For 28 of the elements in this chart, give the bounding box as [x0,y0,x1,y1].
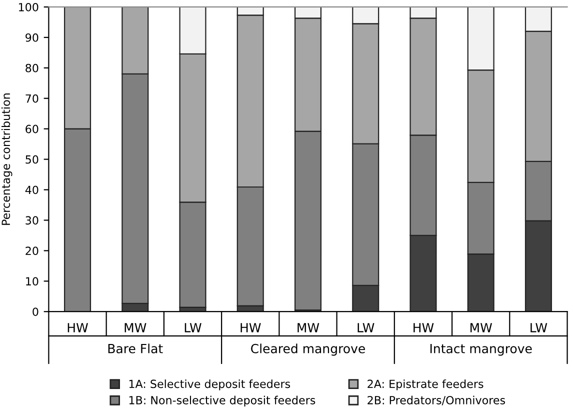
x-tick-label: HW [240,323,261,332]
y-tick-label: 80 [26,64,38,72]
y-tick-label: 50 [26,155,38,164]
y-tick-label: 60 [26,124,38,134]
y-tick-label: 70 [26,94,38,103]
x-tick-label: MW [124,323,146,332]
y-tick-label: 10 [26,277,38,286]
y-tick-label: 40 [25,186,38,194]
x-tick-label: MW [470,323,492,332]
legend-label: 1B: Non-selective deposit feeders [129,396,316,407]
text: Bare Flat [108,344,163,354]
text: Cleared mangrove [251,344,365,356]
x-tick-label: LW [530,323,548,332]
y-tick-label: 30 [26,216,38,225]
x-tick-label: MW [298,323,320,332]
x-tick-label: LW [184,323,202,332]
legend-label: 2B: Predators/Omnivores [368,396,506,406]
y-tick-label: 100 [18,2,38,12]
y-tick-label: 20 [26,246,38,256]
x-tick-label: LW [358,323,374,332]
y-tick-label: 90 [26,33,38,42]
legend-label: 2A: Epistrate feeders [368,379,484,390]
x-tick-label: HW [68,323,88,332]
legend-label: 1A: Selective deposit feeders [129,379,290,390]
x-tick-label: HW [414,323,434,332]
text: Intact mangrove [430,344,532,356]
y-axis-title: Percentage contribution [1,94,12,225]
y-tick-label: 0 [32,308,38,316]
